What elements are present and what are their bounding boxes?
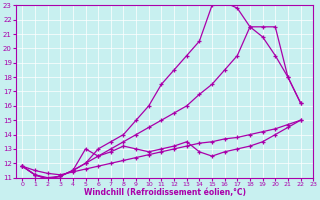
X-axis label: Windchill (Refroidissement éolien,°C): Windchill (Refroidissement éolien,°C) [84,188,245,197]
